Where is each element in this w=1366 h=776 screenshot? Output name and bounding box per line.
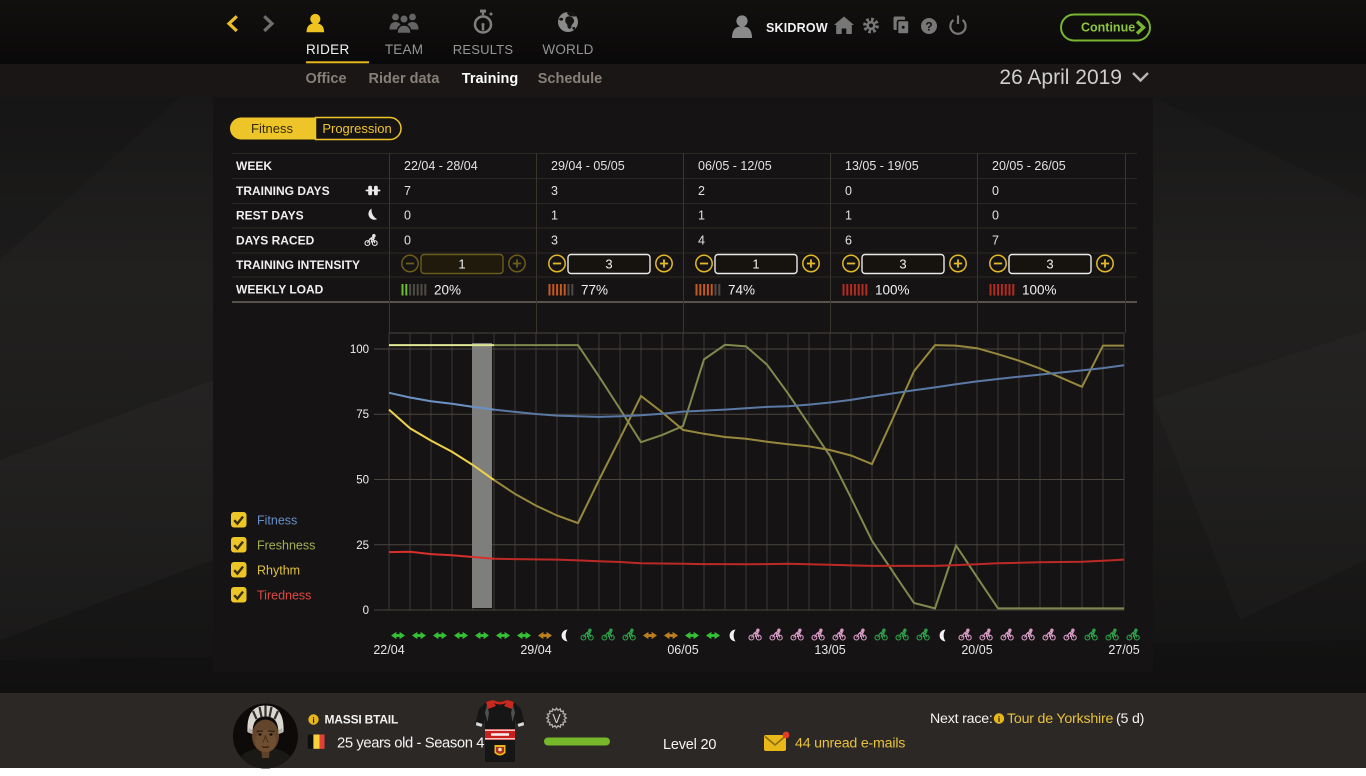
svg-text:75: 75: [356, 409, 369, 421]
svg-text:20%: 20%: [434, 283, 461, 298]
svg-text:1: 1: [458, 257, 465, 272]
svg-text:Progression: Progression: [322, 121, 391, 136]
svg-text:100%: 100%: [1022, 283, 1057, 298]
svg-text:RESULTS: RESULTS: [453, 42, 514, 57]
svg-text:100%: 100%: [875, 283, 910, 298]
svg-text:Schedule: Schedule: [538, 71, 602, 87]
svg-text:7: 7: [992, 234, 999, 248]
svg-text:SKIDROW: SKIDROW: [766, 21, 828, 35]
svg-text:1: 1: [698, 209, 705, 223]
svg-text:3: 3: [1046, 257, 1053, 272]
svg-text:2: 2: [698, 184, 705, 198]
svg-text:Continue: Continue: [1081, 21, 1135, 35]
svg-text:0: 0: [992, 209, 999, 223]
svg-text:Rhythm: Rhythm: [257, 564, 300, 578]
svg-text:MASSI BTAIL: MASSI BTAIL: [325, 713, 399, 727]
svg-text:Tour de Yorkshire: Tour de Yorkshire: [1007, 711, 1114, 727]
svg-text:29/04: 29/04: [520, 643, 551, 657]
svg-text:3: 3: [899, 257, 906, 272]
svg-text:0: 0: [363, 605, 369, 617]
svg-text:27/05: 27/05: [1108, 643, 1139, 657]
svg-text:0: 0: [404, 209, 411, 223]
svg-text:44 unread e-mails: 44 unread e-mails: [795, 736, 905, 752]
svg-text:0: 0: [992, 184, 999, 198]
svg-text:74%: 74%: [728, 283, 755, 298]
svg-text:TEAM: TEAM: [385, 42, 423, 57]
svg-text:Level 20: Level 20: [663, 737, 716, 753]
svg-text:1: 1: [551, 209, 558, 223]
svg-text:Office: Office: [305, 71, 346, 87]
svg-text:100: 100: [350, 344, 369, 356]
svg-text:13/05 - 19/05: 13/05 - 19/05: [845, 159, 919, 173]
svg-text:TRAINING DAYS: TRAINING DAYS: [236, 184, 330, 198]
svg-text:Fitness: Fitness: [257, 514, 297, 528]
svg-text:29/04 - 05/05: 29/04 - 05/05: [551, 159, 625, 173]
svg-text:Rider data: Rider data: [369, 71, 441, 87]
svg-text:Next race:: Next race:: [930, 711, 993, 727]
svg-text:Tiredness: Tiredness: [257, 589, 311, 603]
svg-text:3: 3: [551, 234, 558, 248]
svg-text:25: 25: [356, 540, 369, 552]
svg-text:i: i: [998, 714, 1000, 724]
svg-text:i: i: [312, 715, 314, 725]
svg-text:6: 6: [845, 234, 852, 248]
svg-text:13/05: 13/05: [814, 643, 845, 657]
svg-text:20/05 - 26/05: 20/05 - 26/05: [992, 159, 1066, 173]
svg-text:3: 3: [605, 257, 612, 272]
svg-text:3: 3: [551, 184, 558, 198]
svg-text:20/05: 20/05: [961, 643, 992, 657]
svg-text:1: 1: [845, 209, 852, 223]
svg-text:7: 7: [404, 184, 411, 198]
svg-text:50: 50: [356, 475, 369, 487]
svg-text:22/04: 22/04: [373, 643, 404, 657]
svg-text:WEEKLY LOAD: WEEKLY LOAD: [236, 282, 324, 296]
svg-text:Fitness: Fitness: [251, 121, 293, 136]
svg-text:0: 0: [845, 184, 852, 198]
svg-text:V: V: [552, 712, 561, 726]
svg-text:RIDER: RIDER: [306, 42, 350, 57]
svg-text:(5 d): (5 d): [1116, 711, 1144, 727]
svg-text:Training: Training: [462, 71, 518, 87]
svg-text:22/04 - 28/04: 22/04 - 28/04: [404, 159, 478, 173]
svg-text:4: 4: [698, 234, 705, 248]
svg-text:25 years old - Season 4: 25 years old - Season 4: [337, 736, 484, 752]
svg-text:06/05 - 12/05: 06/05 - 12/05: [698, 159, 772, 173]
svg-text:06/05: 06/05: [667, 643, 698, 657]
svg-text:0: 0: [404, 234, 411, 248]
svg-text:REST DAYS: REST DAYS: [236, 209, 304, 223]
svg-text:DAYS RACED: DAYS RACED: [236, 233, 315, 247]
svg-text:1: 1: [752, 257, 759, 272]
svg-text:26 April 2019: 26 April 2019: [999, 66, 1122, 89]
svg-text:77%: 77%: [581, 283, 608, 298]
svg-text:Freshness: Freshness: [257, 539, 315, 553]
svg-text:WORLD: WORLD: [542, 42, 593, 57]
svg-text:TRAINING INTENSITY: TRAINING INTENSITY: [236, 258, 360, 272]
svg-text:?: ?: [925, 20, 932, 34]
svg-text:WEEK: WEEK: [236, 159, 272, 173]
